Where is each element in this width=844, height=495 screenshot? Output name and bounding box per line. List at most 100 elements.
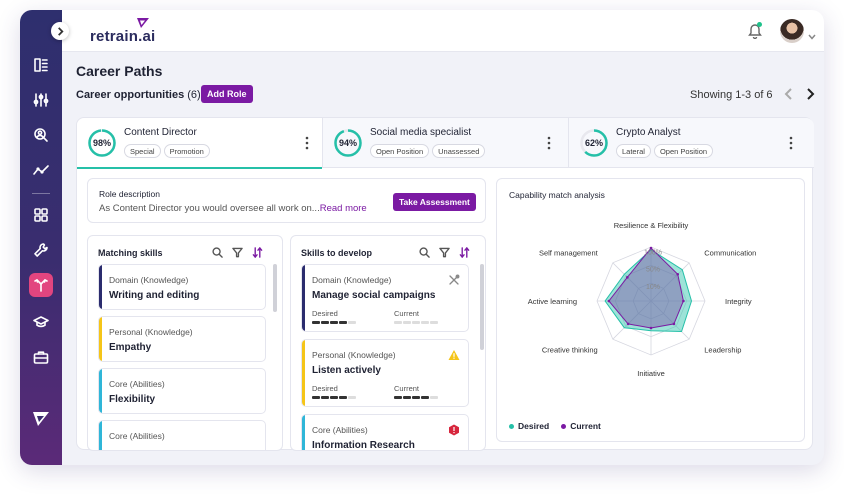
tab-crypto-analyst[interactable]: 62% Crypto Analyst Lateral Open Position — [569, 118, 814, 168]
kebab-menu-icon — [547, 136, 551, 150]
role-tag: Open Position — [370, 144, 430, 158]
grid-icon[interactable] — [31, 205, 51, 225]
current-label: Current — [394, 309, 420, 318]
brand-logo[interactable]: retrain.ai — [90, 18, 156, 45]
current-point — [676, 272, 680, 276]
skill-name: Information Research — [312, 440, 415, 451]
take-assessment-button[interactable]: Take Assessment — [393, 193, 476, 211]
user-search-icon[interactable] — [31, 125, 51, 145]
current-point — [682, 299, 685, 303]
filter-button[interactable] — [439, 245, 450, 263]
role-title: Content Director — [124, 127, 197, 138]
skill-name: Empathy — [109, 342, 152, 353]
match-percentage: 98% — [92, 138, 111, 148]
pagination-status: Showing 1-3 of 6 — [690, 89, 773, 101]
current-point — [626, 322, 630, 326]
skill-category: Core (Abilities) — [109, 431, 165, 441]
radar-axis-label: Initiative — [637, 369, 665, 378]
account-menu-button[interactable] — [808, 27, 816, 45]
skill-name: Flexibility — [109, 394, 156, 405]
chart-legend: Desired Current — [509, 421, 601, 431]
matching-skill-card[interactable]: Core (Abilities) Flexibility — [98, 368, 266, 414]
sliders-icon[interactable] — [31, 90, 51, 110]
role-title: Crypto Analyst — [616, 127, 681, 138]
role-tag: Unassessed — [432, 144, 486, 158]
chevron-right-icon — [57, 26, 64, 36]
filter-icon — [439, 247, 450, 258]
next-page-button[interactable] — [805, 87, 815, 105]
chevron-left-icon — [784, 88, 792, 100]
kebab-menu-icon — [789, 136, 793, 150]
radar-ring-label: 50% — [646, 267, 660, 274]
radar-axis-label: Creative thinking — [542, 345, 598, 354]
radar-axis-label: Active learning — [528, 297, 577, 306]
capability-radar-chart: 100% 50% 10% Resilience & Flexibility Commun… — [528, 221, 757, 378]
collapse-sidebar-button[interactable] — [51, 22, 69, 40]
matching-skills-panel: Matching skills Domain (Knowledge) Writi… — [87, 235, 283, 451]
skill-category: Domain (Knowledge) — [312, 275, 392, 285]
radar-axis — [650, 300, 690, 340]
wrench-icon[interactable] — [31, 240, 51, 260]
skills-to-develop-title: Skills to develop — [301, 248, 373, 258]
role-tabs: 98% Content Director Special Promotion 9… — [77, 118, 814, 169]
match-percentage: 94% — [338, 138, 357, 148]
notifications-button[interactable] — [748, 22, 762, 44]
match-percentage-ring: 98% — [87, 128, 117, 158]
role-tag: Promotion — [163, 144, 210, 158]
scrollbar[interactable] — [273, 264, 277, 312]
avatar[interactable] — [780, 19, 804, 43]
desired-label: Desired — [312, 384, 338, 393]
series-desired — [604, 249, 693, 333]
match-percentage: 62% — [584, 138, 603, 148]
skill-name: Writing and editing — [109, 290, 200, 301]
chevron-right-icon — [807, 88, 815, 100]
chevron-down-icon — [808, 34, 816, 40]
desired-level — [312, 321, 356, 324]
skill-name: Listen actively — [312, 365, 381, 376]
dashboard-icon[interactable] — [31, 55, 51, 75]
retrain-logo-icon[interactable] — [30, 408, 52, 430]
radar-axis-label: Self management — [539, 249, 599, 258]
tab-social-media-specialist[interactable]: 94% Social media specialist Open Positio… — [323, 118, 568, 168]
scrollbar[interactable] — [480, 264, 484, 350]
more-options-button[interactable] — [789, 136, 793, 150]
briefcase-icon[interactable] — [31, 347, 51, 367]
more-options-button[interactable] — [547, 136, 551, 150]
matching-skill-card[interactable]: Domain (Knowledge) Writing and editing — [98, 264, 266, 310]
radar-axis — [612, 262, 652, 302]
sort-button[interactable] — [459, 245, 470, 263]
trend-icon[interactable] — [31, 160, 51, 180]
sort-button[interactable] — [252, 245, 263, 263]
matching-skill-card[interactable]: Core (Abilities) — [98, 420, 266, 450]
previous-page-button[interactable] — [784, 87, 794, 105]
read-more-link[interactable]: Read more — [319, 203, 367, 214]
tab-content-director[interactable]: 98% Content Director Special Promotion — [77, 118, 322, 169]
radar-axis-label: Leadership — [704, 345, 741, 354]
develop-skill-card[interactable]: Domain (Knowledge) Manage social campaig… — [301, 264, 469, 332]
match-percentage-ring: 94% — [333, 128, 363, 158]
career-path-icon[interactable] — [29, 273, 53, 297]
search-button[interactable] — [212, 245, 223, 263]
opportunities-title: Career opportunities — [76, 89, 185, 101]
legend-desired: Desired — [509, 421, 549, 431]
sidebar — [20, 10, 62, 465]
develop-skill-card[interactable]: Personal (Knowledge) Listen actively Des… — [301, 339, 469, 407]
role-description-label: Role description — [99, 189, 160, 199]
add-role-button[interactable]: Add Role — [201, 85, 253, 103]
current-level — [394, 396, 438, 399]
brand-name: retrain.ai — [90, 28, 156, 45]
matching-skill-card[interactable]: Personal (Knowledge) Empathy — [98, 316, 266, 362]
radar-axis-label: Communication — [704, 249, 756, 258]
current-point — [649, 246, 653, 250]
skill-category: Domain (Knowledge) — [109, 275, 189, 285]
graduation-cap-icon[interactable] — [31, 312, 51, 332]
skill-name: Manage social campaigns — [312, 290, 436, 301]
develop-skill-card[interactable]: Core (Abilities) Information Research — [301, 414, 469, 451]
radar-ring-label: 10% — [646, 284, 660, 291]
search-button[interactable] — [419, 245, 430, 263]
more-options-button[interactable] — [305, 136, 309, 150]
current-label: Current — [394, 384, 420, 393]
desired-level — [312, 396, 356, 399]
radar-axis — [650, 262, 690, 302]
filter-button[interactable] — [232, 245, 243, 263]
